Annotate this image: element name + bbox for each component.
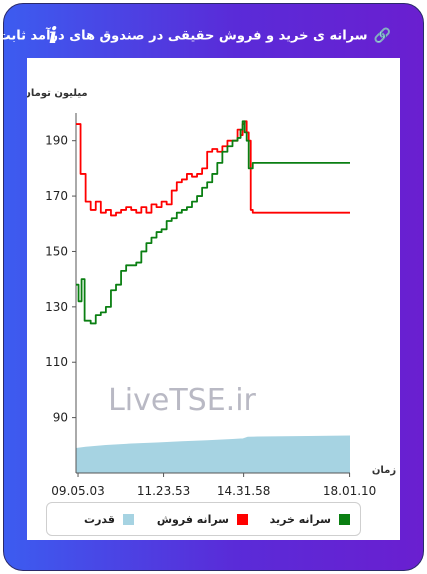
- legend: سرانه خرید سرانه فروش قدرت: [46, 502, 361, 536]
- link-icon[interactable]: 🔗: [373, 28, 391, 44]
- y-tick-label: 150: [45, 244, 68, 258]
- y-tick-label: 110: [45, 355, 68, 369]
- series-line-sell: [76, 120, 350, 217]
- y-tick-label: 90: [53, 411, 68, 425]
- legend-swatch-buy: [339, 513, 350, 525]
- legend-swatch-power: [123, 513, 134, 525]
- legend-item-buy[interactable]: سرانه خرید: [270, 503, 350, 535]
- legend-item-sell[interactable]: سرانه فروش: [157, 503, 248, 535]
- watermark: LiveTSE.ir: [108, 383, 256, 418]
- x-axis-label: زمان: [372, 465, 396, 476]
- legend-item-power[interactable]: قدرت: [84, 503, 134, 535]
- legend-swatch-sell: [237, 513, 248, 525]
- plot-area: 90 110 130 150 170 190 09.05.03 11.23.53 14.31.5…: [45, 113, 376, 498]
- x-tick-label: 11.23.53: [137, 484, 190, 498]
- chart-panel: میلیون تومان زمان LiveTSE.ir 90 110 130 150…: [22, 58, 400, 540]
- y-tick-label: 170: [45, 189, 68, 203]
- series-area-power: [76, 435, 350, 473]
- x-tick-label: 14.31.58: [217, 484, 270, 498]
- chart-svg: میلیون تومان زمان LiveTSE.ir 90 110 130 150…: [22, 88, 396, 498]
- chart-title: سرانه ی خرید و فروش حقیقی در صندوق های د…: [0, 28, 368, 44]
- chart-header: 🔗 سرانه ی خرید و فروش حقیقی در صندوق های …: [0, 22, 391, 50]
- legend-label-buy: سرانه خرید: [269, 512, 331, 526]
- y-tick-label: 190: [45, 134, 68, 148]
- x-tick-label: 18.01.10: [323, 484, 376, 498]
- series-line-buy: [76, 120, 350, 325]
- legend-label-sell: سرانه فروش: [156, 512, 229, 526]
- legend-label-power: قدرت: [84, 512, 115, 526]
- info-icon[interactable]: i: [48, 23, 58, 49]
- x-tick-label: 09.05.03: [51, 484, 104, 498]
- y-axis-label: میلیون تومان: [27, 88, 88, 99]
- y-tick-label: 130: [45, 300, 68, 314]
